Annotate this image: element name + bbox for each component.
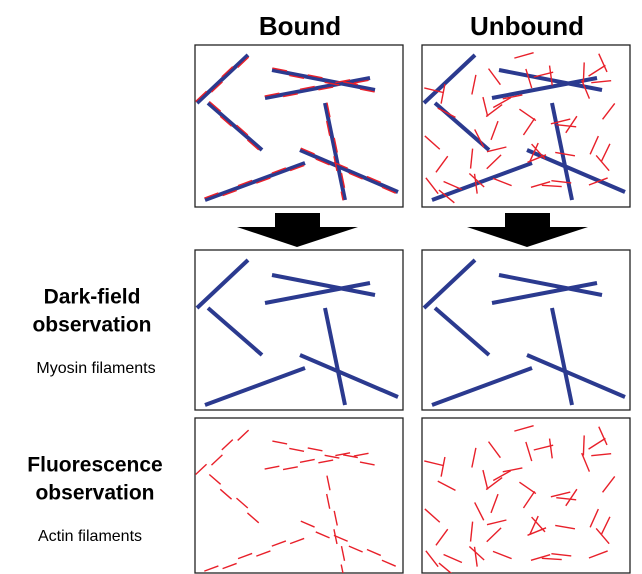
- row-title: Fluorescence: [27, 454, 162, 477]
- row-title: observation: [32, 314, 151, 337]
- row-subtitle: Actin filaments: [38, 528, 142, 545]
- panel: [195, 418, 403, 573]
- panels: [195, 45, 630, 574]
- actin-filament: [583, 62, 584, 82]
- row-title: Dark-field: [44, 286, 141, 309]
- row-title: observation: [35, 482, 154, 505]
- column-header: Unbound: [470, 11, 584, 41]
- figure: Bound Unbound Dark-field observation Myo…: [0, 0, 642, 574]
- column-header: Bound: [259, 11, 341, 41]
- arrow: [237, 213, 358, 247]
- actin-filament: [583, 435, 584, 455]
- panel: [422, 418, 630, 573]
- arrow: [467, 213, 588, 247]
- row-subtitle: Myosin filaments: [36, 360, 155, 377]
